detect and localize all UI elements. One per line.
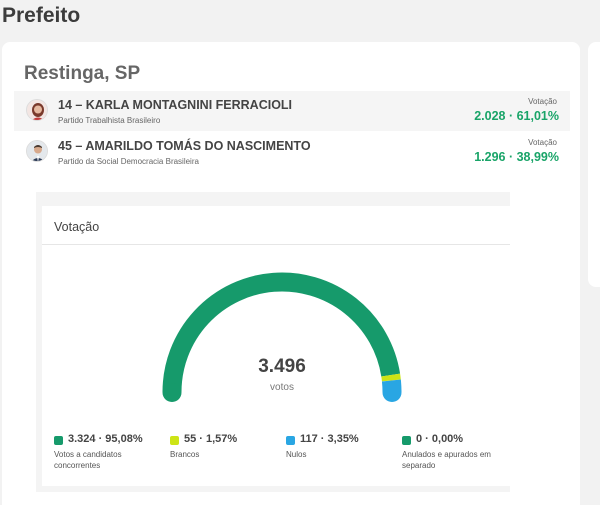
gauge-segment xyxy=(381,373,401,382)
vote-value: 1.296 · 38,99% xyxy=(474,150,559,164)
gauge-total: 3.496 xyxy=(258,356,306,377)
gauge-unit: votos xyxy=(270,382,294,393)
legend-label: Nulos xyxy=(286,450,307,459)
legend-value: 117 · 3,35% xyxy=(300,433,359,445)
side-card xyxy=(588,42,600,287)
candidate-party: Partido da Social Democracia Brasileira xyxy=(58,157,199,166)
legend-swatch xyxy=(402,436,411,445)
legend-swatch xyxy=(286,436,295,445)
legend-label: Votos a candidatos concorrentes xyxy=(54,450,122,470)
vote-label: Votação xyxy=(528,138,557,147)
legend-label: Anulados e apurados em separado xyxy=(402,450,491,470)
votacao-panel: Votação 3.496 votos 3.324 · 95,08% Votos… xyxy=(36,192,510,492)
candidate-name: 14 – KARLA MONTAGNINI FERRACIOLI xyxy=(58,98,293,112)
gauge-cap xyxy=(382,383,402,402)
page-title: Prefeito xyxy=(2,4,81,27)
legend-value: 0 · 0,00% xyxy=(416,433,464,445)
legend-swatch xyxy=(54,436,63,445)
candidate-party: Partido Trabalhista Brasileiro xyxy=(58,116,161,125)
votacao-title: Votação xyxy=(54,220,100,234)
candidate-avatar xyxy=(26,140,48,162)
legend-value: 3.324 · 95,08% xyxy=(68,433,143,445)
vote-label: Votação xyxy=(528,97,557,106)
votacao-card: Votação 3.496 votos 3.324 · 95,08% Votos… xyxy=(42,206,510,486)
legend-swatch xyxy=(170,436,179,445)
legend-value: 55 · 1,57% xyxy=(184,433,238,445)
legend-label: Brancos xyxy=(170,450,200,459)
gauge-cap xyxy=(162,383,182,402)
candidate-name: 45 – AMARILDO TOMÁS DO NASCIMENTO xyxy=(58,139,311,153)
results-card: Restinga, SP 14 – KARLA MONTAGNINI FERRA… xyxy=(2,42,580,505)
candidate-row[interactable]: 14 – KARLA MONTAGNINI FERRACIOLI Partido… xyxy=(14,91,570,131)
vote-gauge xyxy=(162,272,402,402)
candidate-row[interactable]: 45 – AMARILDO TOMÁS DO NASCIMENTO Partid… xyxy=(14,132,570,172)
divider xyxy=(42,244,510,245)
gauge-segment xyxy=(162,272,401,393)
vote-value: 2.028 · 61,01% xyxy=(474,109,559,123)
candidate-avatar xyxy=(26,99,48,121)
location-title: Restinga, SP xyxy=(24,63,141,84)
